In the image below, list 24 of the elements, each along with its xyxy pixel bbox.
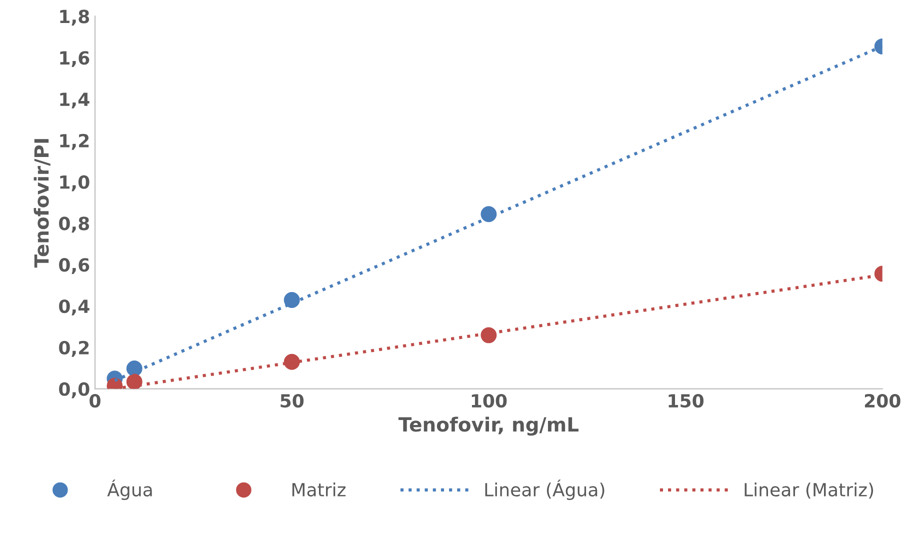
legend-label: Linear (Matriz) [744, 482, 874, 499]
y-tick-label: 1,6 [60, 51, 90, 68]
x-axis-title: Tenofovir, ng/mL [398, 416, 578, 436]
legend-label: Matriz [292, 482, 346, 497]
y-tick-label: 1,4 [60, 92, 90, 108]
x-tick-label: 0 [90, 394, 100, 408]
x-tick-label: 50 [280, 394, 304, 408]
legend-label: Linear (Água) [485, 480, 604, 500]
legend-label: Água [107, 480, 152, 500]
point [284, 292, 300, 308]
point [284, 354, 300, 370]
y-tick-label: 0,0 [59, 382, 90, 398]
y-axis-title: Tenofovir/PI [34, 139, 50, 268]
y-tick-label: 0,6 [59, 258, 90, 274]
x-tick-label: 200 [864, 394, 900, 408]
point [126, 374, 142, 389]
y-tick-label: 1,2 [60, 134, 89, 150]
x-tick-label: 150 [668, 394, 704, 408]
y-tick-label: 1,0 [60, 175, 90, 192]
y-tick-label: 0,4 [59, 299, 90, 316]
y-tick-label: 1,8 [60, 10, 90, 26]
x-tick-label: 100 [472, 394, 507, 408]
y-tick-label: 0,8 [59, 216, 90, 233]
y-tick-label: 0,2 [59, 340, 89, 357]
